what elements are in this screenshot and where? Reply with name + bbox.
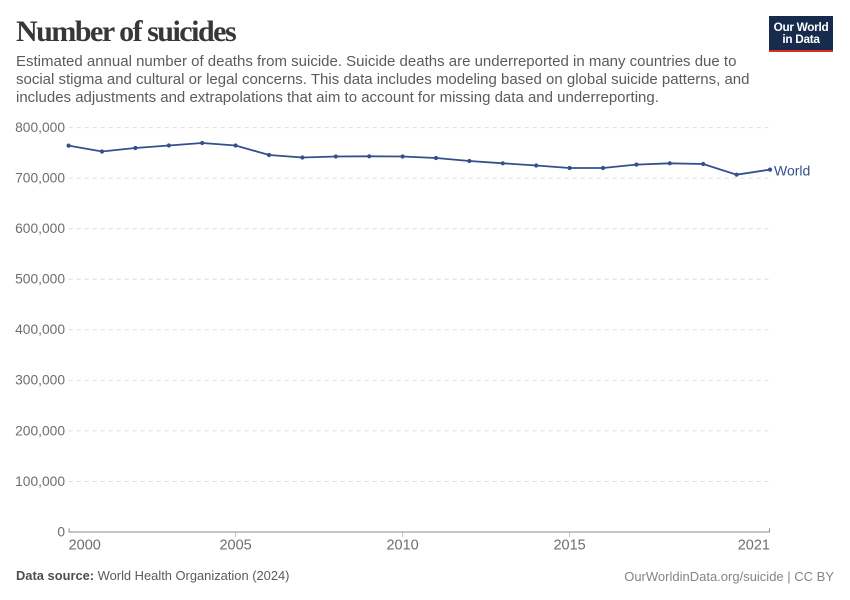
svg-text:800,000: 800,000 <box>15 120 65 135</box>
svg-text:400,000: 400,000 <box>15 322 65 337</box>
svg-text:200,000: 200,000 <box>15 423 65 438</box>
svg-text:500,000: 500,000 <box>15 272 65 287</box>
svg-text:600,000: 600,000 <box>15 221 65 236</box>
svg-text:0: 0 <box>57 524 65 539</box>
svg-text:300,000: 300,000 <box>15 373 65 388</box>
svg-text:World: World <box>774 163 810 179</box>
svg-text:100,000: 100,000 <box>15 474 65 489</box>
svg-text:2021: 2021 <box>738 538 770 554</box>
svg-text:2000: 2000 <box>69 538 101 554</box>
svg-text:700,000: 700,000 <box>15 171 65 186</box>
svg-text:2015: 2015 <box>553 538 585 554</box>
svg-text:2010: 2010 <box>386 538 418 554</box>
svg-text:2005: 2005 <box>219 538 251 554</box>
